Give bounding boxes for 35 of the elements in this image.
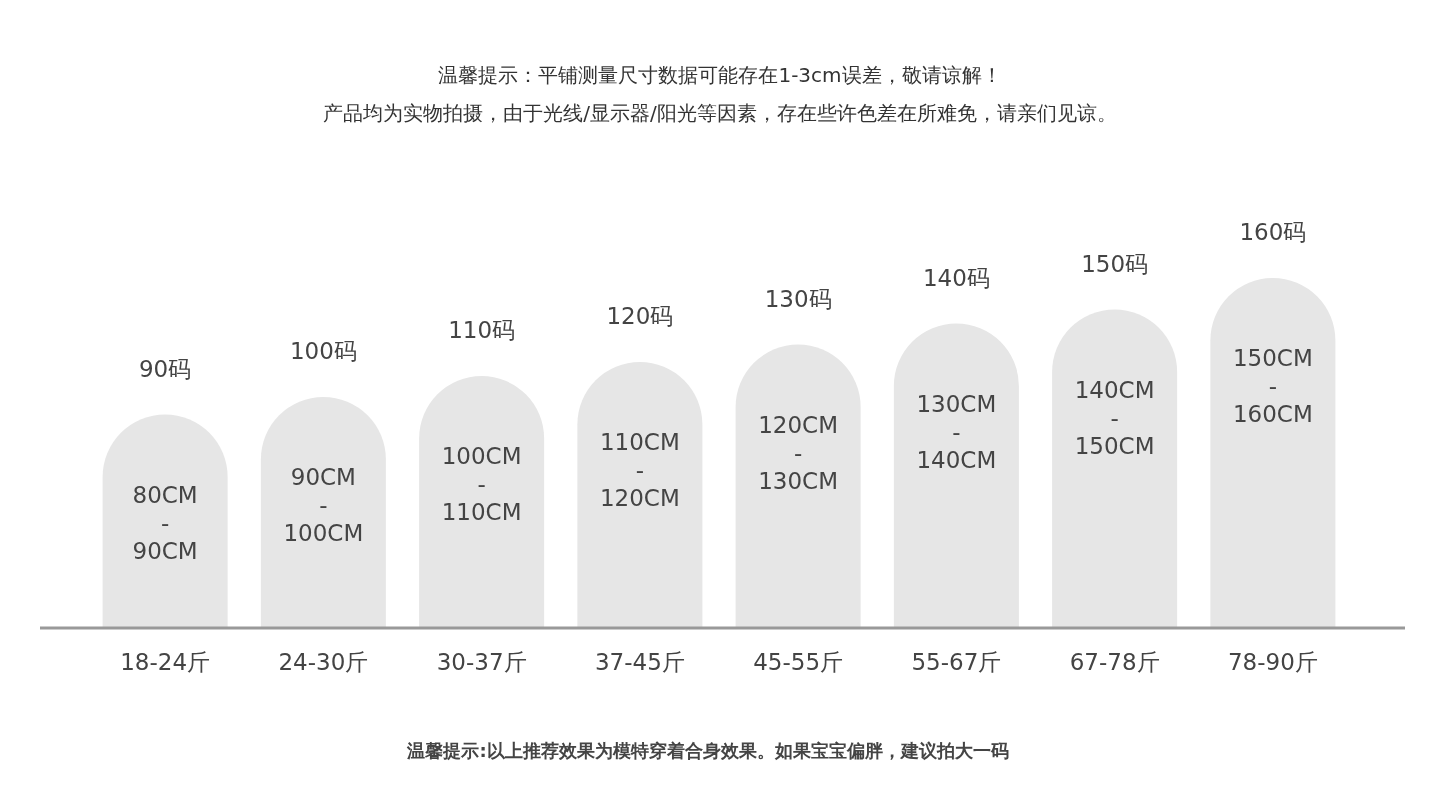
text: 温馨提示:以上推荐效果为模特穿着合身效果。如果宝宝偏胖，建议拍大一码 — [406, 740, 1009, 761]
x-tick-label: 45-55斤 — [753, 649, 844, 675]
annotation: 80CM - 90CM — [132, 481, 198, 564]
chart-subtitle: 产品均为实物拍摄，由于光线/显示器/阳光等因素，存在些许色差在所难免，请亲们见谅。 — [323, 101, 1117, 125]
bar — [1210, 278, 1336, 628]
x-tick-label: 30-37斤 — [436, 649, 527, 675]
bar — [577, 362, 703, 628]
annotation: 90CM - 100CM — [283, 464, 364, 546]
bar — [260, 397, 386, 628]
x-tick-label: 67-78斤 — [1069, 649, 1160, 675]
chart-title: 温馨提示：平铺测量尺寸数据可能存在1-3cm误差，敬请谅解！ — [438, 63, 1002, 87]
x-tick-label: 55-67斤 — [911, 649, 1002, 675]
x-tick-label: 24-30斤 — [278, 649, 369, 675]
bar — [893, 323, 1019, 628]
annotation: 120码 — [606, 303, 674, 329]
annotation: 130码 — [764, 285, 832, 312]
x-tick-label: 18-24斤 — [120, 649, 211, 675]
annotation: 150码 — [1081, 250, 1149, 277]
x-tick-label: 37-45斤 — [594, 649, 685, 675]
annotation: 120CM - 130CM — [758, 411, 839, 494]
annotation: 140码 — [922, 264, 990, 291]
annotation: 130CM - 140CM — [916, 390, 997, 473]
annotation: 100CM - 110CM — [441, 443, 522, 525]
annotation: 110码 — [448, 317, 516, 343]
bar — [1052, 309, 1178, 628]
bar — [419, 376, 545, 628]
bar — [102, 414, 228, 628]
annotation: 110CM - 120CM — [599, 429, 680, 511]
annotation: 150CM - 160CM — [1232, 345, 1313, 427]
bar — [735, 344, 861, 628]
annotation: 160码 — [1239, 219, 1307, 245]
x-tick-label: 78-90斤 — [1227, 649, 1318, 675]
annotation: 140CM - 150CM — [1074, 376, 1155, 459]
annotation: 100码 — [289, 338, 357, 364]
annotation: 90码 — [138, 355, 192, 382]
